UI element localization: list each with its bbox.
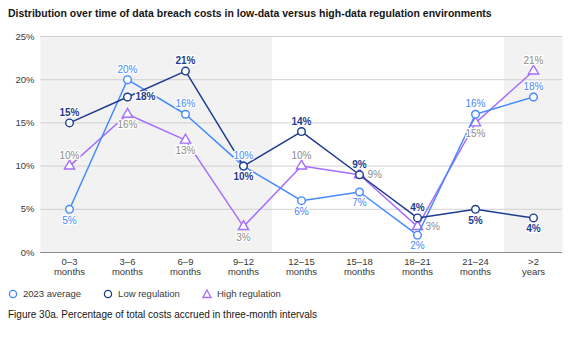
svg-text:6–9months: 6–9months — [170, 256, 201, 277]
svg-text:7%: 7% — [352, 197, 367, 208]
svg-text:15%: 15% — [59, 107, 79, 118]
svg-text:2%: 2% — [410, 241, 425, 252]
svg-text:10%: 10% — [15, 160, 35, 171]
svg-text:21–24months: 21–24months — [460, 256, 491, 277]
svg-text:10%: 10% — [233, 171, 253, 182]
svg-text:9%: 9% — [368, 169, 383, 180]
svg-text:25%: 25% — [15, 31, 35, 42]
svg-text:21%: 21% — [175, 55, 195, 66]
svg-text:16%: 16% — [465, 99, 485, 110]
svg-text:9–12months: 9–12months — [228, 256, 259, 277]
svg-text:10%: 10% — [59, 150, 79, 161]
svg-text:>2years: >2years — [522, 256, 545, 277]
svg-text:16%: 16% — [117, 120, 137, 131]
svg-text:20%: 20% — [15, 74, 35, 85]
svg-text:15–18months: 15–18months — [344, 256, 375, 277]
html-text:High regulation: High regulation — [216, 288, 281, 300]
svg-text:18%: 18% — [523, 81, 543, 92]
svg-text:15%: 15% — [15, 117, 35, 128]
svg-text:16%: 16% — [175, 99, 195, 110]
svg-text:0–3months: 0–3months — [54, 256, 85, 277]
svg-text:13%: 13% — [175, 146, 195, 157]
svg-text:3%: 3% — [236, 232, 251, 243]
svg-text:5%: 5% — [62, 215, 77, 226]
svg-text:10%: 10% — [233, 150, 253, 161]
svg-text:5%: 5% — [468, 215, 483, 226]
svg-text:12–15months: 12–15months — [286, 256, 317, 277]
svg-text:18–21months: 18–21months — [402, 256, 433, 277]
svg-text:9%: 9% — [352, 159, 367, 170]
html-text:2023 average: 2023 average — [23, 288, 82, 300]
svg-text:0%: 0% — [21, 247, 35, 258]
svg-text:21%: 21% — [523, 55, 543, 66]
svg-text:6%: 6% — [294, 206, 309, 217]
svg-text:4%: 4% — [526, 223, 541, 234]
svg-text:3–6months: 3–6months — [112, 256, 143, 277]
html-text:Distribution over time of data: Distribution over time of data breach co… — [8, 7, 492, 19]
svg-text:3%: 3% — [426, 221, 441, 232]
html-text:Low regulation: Low regulation — [118, 288, 180, 300]
svg-text:10%: 10% — [291, 150, 311, 161]
svg-text:5%: 5% — [21, 203, 35, 214]
svg-text:15%: 15% — [465, 128, 485, 139]
svg-text:14%: 14% — [291, 116, 311, 127]
html-text:Figure 30a. Percentage of tota: Figure 30a. Percentage of total costs ac… — [8, 309, 318, 321]
svg-text:18%: 18% — [136, 91, 156, 102]
svg-text:4%: 4% — [410, 202, 425, 213]
svg-text:20%: 20% — [117, 64, 137, 75]
